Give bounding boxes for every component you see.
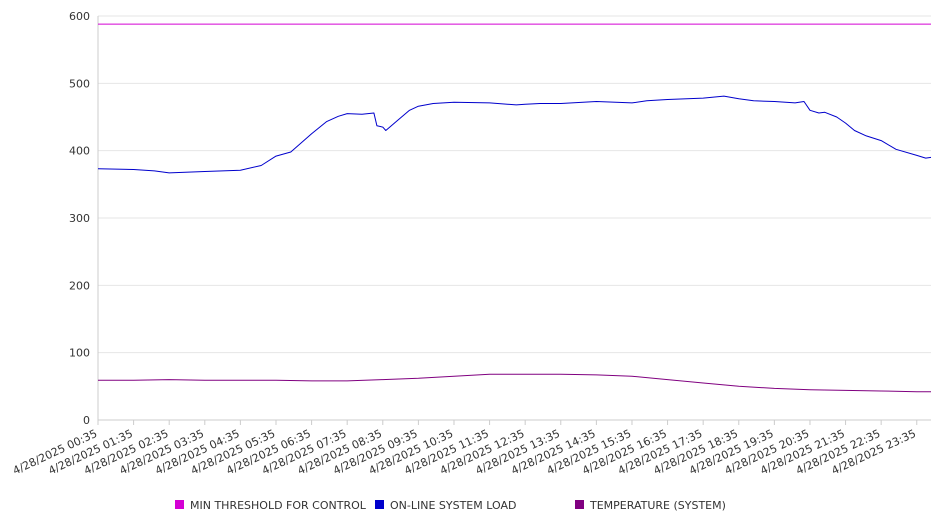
legend-swatch-1	[375, 500, 384, 509]
y-tick-label: 100	[69, 347, 90, 360]
legend-swatch-2	[575, 500, 584, 509]
series-line-2	[98, 373, 931, 393]
legend-label-2: TEMPERATURE (SYSTEM)	[589, 499, 726, 512]
y-tick-label: 500	[69, 77, 90, 90]
legend-swatch-0	[175, 500, 184, 509]
y-tick-label: 600	[69, 10, 90, 23]
y-tick-label: 0	[83, 414, 90, 427]
y-tick-label: 300	[69, 212, 90, 225]
legend-label-0: MIN THRESHOLD FOR CONTROL	[190, 499, 367, 512]
y-tick-label: 200	[69, 279, 90, 292]
series-line-1	[97, 95, 932, 174]
legend-label-1: ON-LINE SYSTEM LOAD	[390, 499, 516, 512]
y-tick-label: 400	[69, 145, 90, 158]
